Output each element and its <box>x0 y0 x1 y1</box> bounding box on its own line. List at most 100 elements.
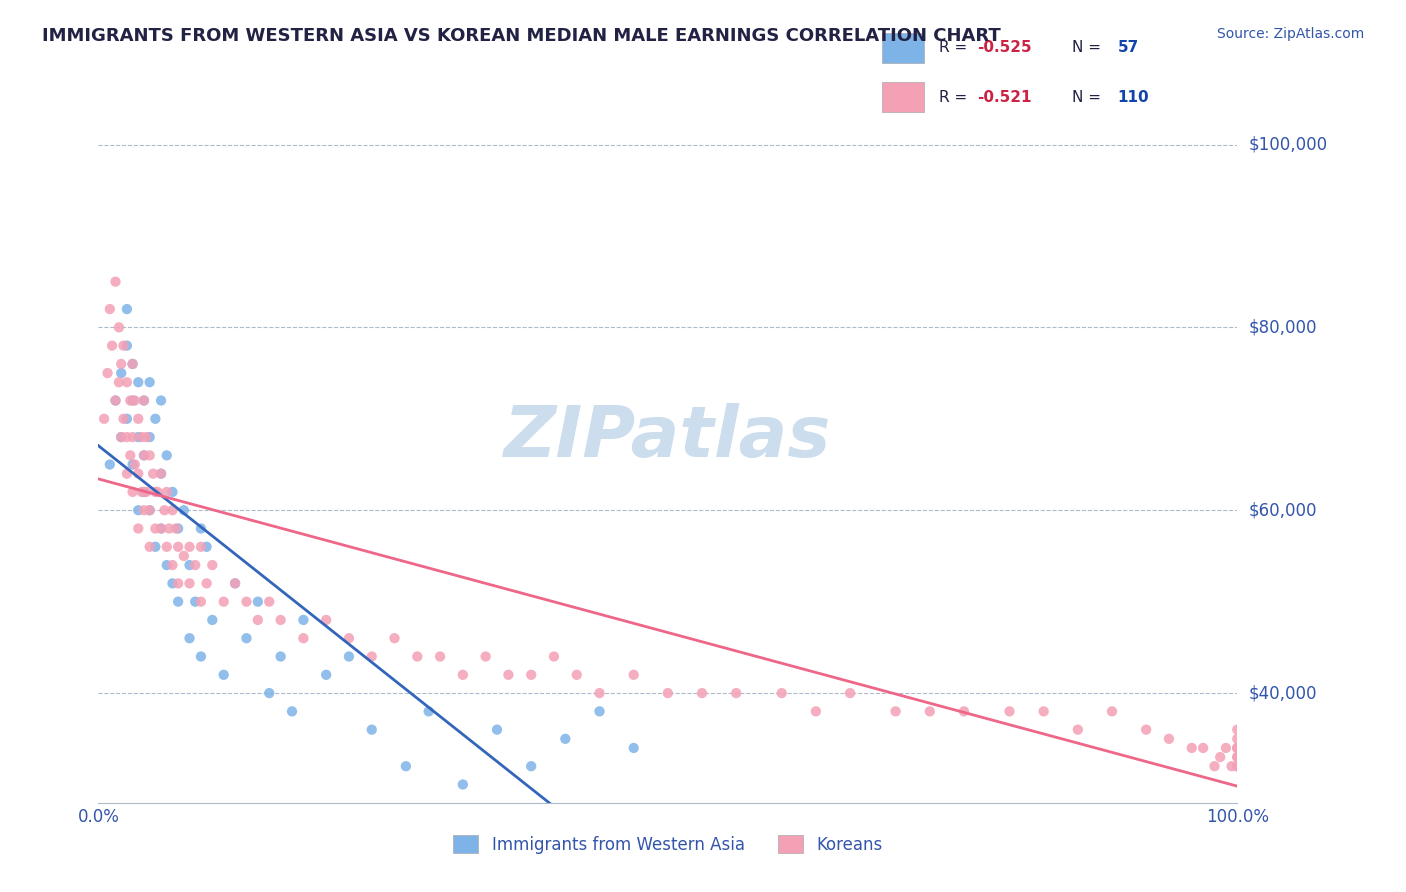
Text: -0.525: -0.525 <box>977 40 1032 55</box>
Point <box>657 686 679 700</box>
Point <box>184 558 207 573</box>
Point <box>127 430 149 444</box>
Point <box>1215 740 1237 755</box>
Point <box>145 521 167 535</box>
Point <box>406 649 429 664</box>
Point <box>121 357 143 371</box>
Point <box>121 484 143 499</box>
Point <box>162 558 184 573</box>
Point <box>162 484 184 499</box>
Point <box>179 540 201 554</box>
Point <box>281 704 304 718</box>
Point <box>1226 750 1249 764</box>
Text: N =: N = <box>1073 40 1107 55</box>
Point <box>146 484 169 499</box>
Point <box>543 649 565 664</box>
Point <box>235 631 257 645</box>
Point <box>190 521 212 535</box>
Point <box>135 484 157 499</box>
Point <box>315 667 337 681</box>
Point <box>1226 759 1249 773</box>
Point <box>138 448 160 462</box>
Point <box>337 649 360 664</box>
Point <box>115 430 138 444</box>
Point <box>156 558 179 573</box>
Point <box>201 558 224 573</box>
Point <box>156 448 179 462</box>
Point <box>1226 740 1249 755</box>
Point <box>150 521 173 535</box>
Point <box>145 484 167 499</box>
Point <box>588 704 610 718</box>
Point <box>474 649 496 664</box>
Point <box>121 430 143 444</box>
FancyBboxPatch shape <box>883 33 925 62</box>
Point <box>884 704 907 718</box>
Point <box>384 631 406 645</box>
Point <box>127 503 149 517</box>
Point <box>138 503 160 517</box>
Point <box>132 448 155 462</box>
Point <box>162 503 184 517</box>
Point <box>108 320 131 334</box>
Point <box>127 375 149 389</box>
Point <box>1135 723 1157 737</box>
Point <box>112 411 135 425</box>
Point <box>259 686 281 700</box>
Point <box>156 540 179 554</box>
Point <box>110 357 132 371</box>
Point <box>120 393 142 408</box>
Point <box>1101 704 1123 718</box>
Point <box>998 704 1021 718</box>
Point <box>157 521 180 535</box>
Point <box>246 613 269 627</box>
Point <box>520 667 543 681</box>
Point <box>292 613 315 627</box>
Point <box>132 448 155 462</box>
Point <box>201 613 224 627</box>
Point <box>451 777 474 792</box>
Point <box>1226 759 1249 773</box>
Point <box>162 576 184 591</box>
Point <box>98 301 121 317</box>
Point <box>195 540 218 554</box>
Point <box>153 503 176 517</box>
Point <box>839 686 862 700</box>
Point <box>150 467 173 481</box>
Point <box>337 631 360 645</box>
Point <box>1226 750 1249 764</box>
Point <box>190 594 212 608</box>
Point <box>224 576 246 591</box>
Point <box>112 338 135 352</box>
Point <box>179 631 201 645</box>
Point <box>1226 759 1249 773</box>
Point <box>1226 723 1249 737</box>
Point <box>1032 704 1054 718</box>
Point <box>360 723 382 737</box>
Point <box>132 393 155 408</box>
Point <box>167 540 190 554</box>
Point <box>135 430 157 444</box>
Point <box>451 667 474 681</box>
Point <box>145 540 167 554</box>
Text: $80,000: $80,000 <box>1249 318 1317 336</box>
Point <box>115 411 138 425</box>
Point <box>190 540 212 554</box>
Point <box>98 458 121 472</box>
Point <box>1226 740 1249 755</box>
Point <box>115 375 138 389</box>
Point <box>246 594 269 608</box>
Point <box>804 704 827 718</box>
Point <box>156 484 179 499</box>
Point <box>108 375 131 389</box>
Point <box>150 467 173 481</box>
Point <box>1157 731 1180 746</box>
Text: -0.521: -0.521 <box>977 89 1032 104</box>
Point <box>360 649 382 664</box>
Point <box>145 411 167 425</box>
Point <box>138 503 160 517</box>
Point <box>270 649 292 664</box>
Point <box>127 521 149 535</box>
Point <box>1192 740 1215 755</box>
Point <box>918 704 941 718</box>
